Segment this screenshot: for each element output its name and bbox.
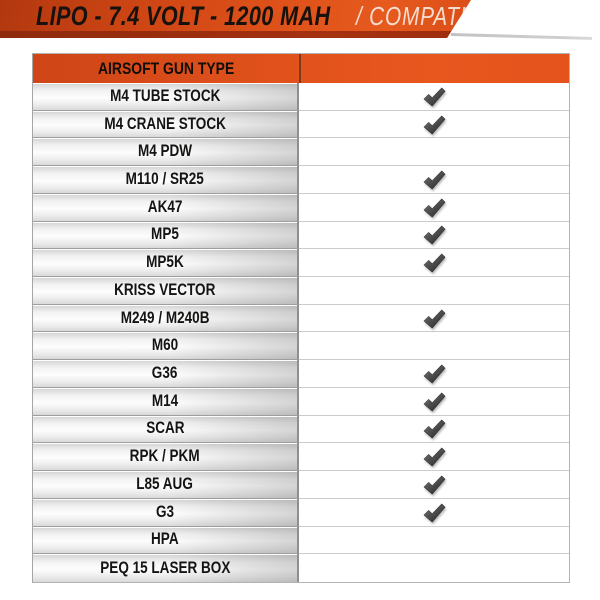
gun-type-label: SCAR	[145, 419, 185, 438]
table-row: KRISS VECTOR	[33, 277, 569, 305]
gun-type-cell: MP5	[33, 221, 299, 250]
gun-type-label: KRISS VECTOR	[114, 280, 216, 299]
table-row: MP5	[33, 221, 569, 250]
gun-type-cell: G36	[33, 360, 299, 388]
compatibility-cell	[299, 83, 569, 111]
banner-shadow-line	[450, 33, 592, 40]
compatibility-cell	[299, 277, 569, 305]
table-row: G36	[33, 360, 569, 388]
banner-text: LIPO - 7.4 VOLT - 1200 MAH / COMPATIBILI…	[36, 0, 535, 32]
gun-type-label: M4 TUBE STOCK	[109, 86, 221, 105]
compatibility-cell	[299, 221, 569, 250]
title-banner: LIPO - 7.4 VOLT - 1200 MAH / COMPATIBILI…	[0, 0, 471, 38]
check-icon	[422, 309, 445, 329]
table-row: RPK / PKM	[33, 443, 569, 472]
table-row: SCAR	[33, 415, 569, 444]
table-row: M4 CRANE STOCK	[33, 110, 569, 139]
gun-type-label: M60	[151, 336, 179, 355]
gun-type-cell: RPK / PKM	[33, 443, 299, 472]
gun-type-cell: M4 TUBE STOCK	[33, 83, 299, 111]
compatibility-cell	[299, 415, 569, 444]
column-header-gun-type-label: AIRSOFT GUN TYPE	[97, 58, 235, 78]
gun-type-label: M14	[151, 391, 179, 410]
gun-type-cell: M14	[33, 387, 299, 416]
check-icon	[422, 170, 445, 190]
table-row: M110 / SR25	[33, 166, 569, 194]
gun-type-label: PEQ 15 LASER BOX	[99, 558, 231, 577]
gun-type-label: MP5K	[146, 253, 184, 272]
gun-type-cell: SCAR	[33, 415, 299, 444]
gun-type-cell: M4 CRANE STOCK	[33, 110, 299, 139]
compatibility-cell	[299, 471, 569, 499]
check-icon	[422, 198, 445, 218]
gun-type-cell: PEQ 15 LASER BOX	[33, 554, 299, 582]
compatibility-cell	[299, 138, 569, 167]
gun-type-cell: M60	[33, 332, 299, 361]
compatibility-cell	[299, 498, 569, 527]
page-title: LIPO - 7.4 VOLT - 1200 MAH	[36, 0, 331, 31]
compatibility-cell	[299, 166, 569, 194]
table-row: M249 / M240B	[33, 304, 569, 333]
compatibility-cell	[299, 443, 569, 472]
gun-type-label: MP5	[151, 225, 179, 244]
check-icon	[422, 225, 445, 246]
compatibility-cell	[299, 110, 569, 139]
check-icon	[422, 253, 445, 273]
gun-type-label: L85 AUG	[136, 474, 194, 493]
table-row: M4 PDW	[33, 138, 569, 167]
compatibility-table: AIRSOFT GUN TYPE M4 TUBE STOCK M4 CRANE …	[32, 53, 570, 583]
check-icon	[422, 392, 445, 412]
gun-type-label: G36	[152, 364, 178, 383]
gun-type-label: M4 PDW	[137, 142, 193, 161]
gun-type-label: M249 / M240B	[120, 308, 210, 327]
compatibility-cell	[299, 360, 569, 388]
compatibility-cell	[299, 249, 569, 278]
page-subtitle: / COMPATIBILITY	[356, 0, 535, 31]
gun-type-cell: M110 / SR25	[33, 166, 299, 194]
gun-type-cell: KRISS VECTOR	[33, 277, 299, 305]
check-icon	[422, 114, 445, 135]
check-icon	[422, 447, 445, 467]
gun-type-label: AK47	[147, 197, 183, 216]
table-row: L85 AUG	[33, 471, 569, 499]
gun-type-cell: L85 AUG	[33, 471, 299, 499]
column-header-gun-type: AIRSOFT GUN TYPE	[33, 54, 301, 83]
gun-type-cell: AK47	[33, 193, 299, 222]
check-icon	[422, 475, 445, 495]
table-row: HPA	[33, 526, 569, 555]
compatibility-cell	[299, 332, 569, 361]
gun-type-label: M4 CRANE STOCK	[104, 114, 226, 133]
banner-bottom-edge	[0, 31, 471, 38]
compatibility-cell	[299, 526, 569, 555]
table-row: G3	[33, 498, 569, 527]
gun-type-label: RPK / PKM	[130, 447, 200, 466]
check-icon	[422, 364, 445, 384]
table-header-row: AIRSOFT GUN TYPE	[33, 54, 569, 83]
gun-type-label: HPA	[151, 530, 179, 549]
table-row: M4 TUBE STOCK	[33, 83, 569, 111]
table-row: PEQ 15 LASER BOX	[33, 554, 569, 582]
compatibility-cell	[299, 387, 569, 416]
compatibility-cell	[299, 304, 569, 333]
gun-type-cell: G3	[33, 498, 299, 527]
table-row: M14	[33, 387, 569, 416]
gun-type-label: M110 / SR25	[125, 170, 205, 189]
check-icon	[422, 503, 445, 523]
gun-type-cell: HPA	[33, 526, 299, 555]
table-row: MP5K	[33, 249, 569, 278]
table-body: M4 TUBE STOCK M4 CRANE STOCK M4 PDW	[33, 83, 569, 582]
compatibility-cell	[299, 554, 569, 582]
check-icon	[422, 419, 445, 440]
column-header-compatibility	[301, 54, 569, 83]
gun-type-cell: M249 / M240B	[33, 304, 299, 333]
compatibility-cell	[299, 193, 569, 222]
gun-type-cell: MP5K	[33, 249, 299, 278]
table-row: AK47	[33, 193, 569, 222]
gun-type-cell: M4 PDW	[33, 138, 299, 167]
gun-type-label: G3	[155, 502, 175, 521]
table-row: M60	[33, 332, 569, 361]
check-icon	[422, 87, 445, 107]
